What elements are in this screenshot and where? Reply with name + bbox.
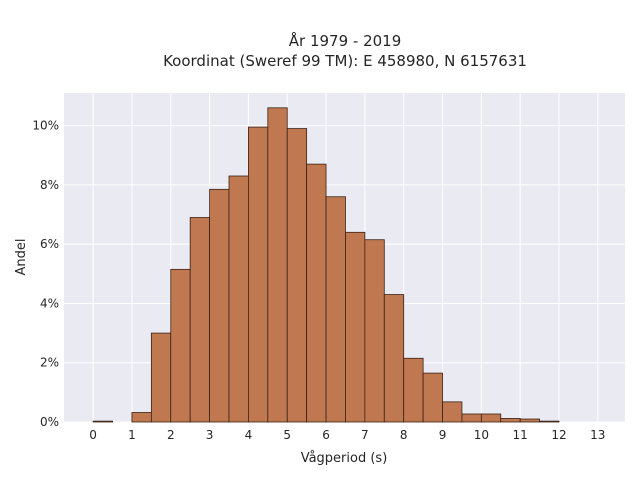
x-tick-label: 10 <box>474 428 489 442</box>
chart-title-line-1: År 1979 - 2019 <box>289 31 402 50</box>
x-tick-label: 11 <box>513 428 528 442</box>
histogram-bar <box>92 420 113 423</box>
x-tick-label: 5 <box>283 428 291 442</box>
x-tick-label: 1 <box>128 428 136 442</box>
x-tick-label: 2 <box>167 428 175 442</box>
y-tick-label: 0% <box>40 415 59 429</box>
histogram-bar <box>519 418 540 423</box>
histogram-bar <box>364 239 385 423</box>
y-tick-label: 10% <box>32 119 59 133</box>
histogram-bar <box>170 268 191 423</box>
histogram-bar <box>480 413 502 423</box>
x-tick-labels: 0 1 2 3 4 5 6 7 8 9 10 11 12 13 <box>89 428 605 442</box>
histogram-bar <box>422 372 443 423</box>
histogram-bar <box>461 413 482 423</box>
histogram-bar <box>209 188 230 423</box>
histogram-bar <box>150 332 172 423</box>
histogram-bar <box>539 420 560 423</box>
histogram-bar <box>267 107 288 423</box>
x-tick-label: 0 <box>89 428 97 442</box>
x-tick-label: 13 <box>590 428 605 442</box>
y-tick-label: 6% <box>40 237 59 251</box>
y-tick-labels: 0% 2% 4% 6% 8% 10% <box>32 119 59 429</box>
histogram-bar <box>228 175 249 423</box>
x-tick-label: 6 <box>322 428 330 442</box>
y-tick-label: 8% <box>40 178 59 192</box>
x-tick-label: 7 <box>361 428 369 442</box>
histogram-bars <box>92 107 560 423</box>
histogram-bar <box>500 418 521 423</box>
histogram-bar <box>345 231 366 423</box>
x-tick-label: 12 <box>551 428 566 442</box>
histogram-bar <box>131 412 152 423</box>
x-tick-label: 8 <box>400 428 408 442</box>
histogram-bar <box>306 163 327 423</box>
histogram-bar <box>383 294 405 423</box>
histogram-bar <box>325 196 346 423</box>
x-axis-label: Vågperiod (s) <box>301 451 388 466</box>
chart-title-line-2: Koordinat (Sweref 99 TM): E 458980, N 61… <box>163 52 527 70</box>
histogram-bar <box>189 217 210 423</box>
x-tick-label: 4 <box>245 428 253 442</box>
y-axis-label: Andel <box>14 239 29 276</box>
histogram-bar <box>403 357 424 423</box>
y-tick-label: 4% <box>40 296 59 310</box>
x-tick-label: 3 <box>206 428 214 442</box>
y-tick-label: 2% <box>40 356 59 370</box>
histogram-bar <box>442 401 463 423</box>
histogram-bar <box>248 126 269 423</box>
x-tick-label: 9 <box>439 428 447 442</box>
histogram-bar <box>286 128 308 423</box>
